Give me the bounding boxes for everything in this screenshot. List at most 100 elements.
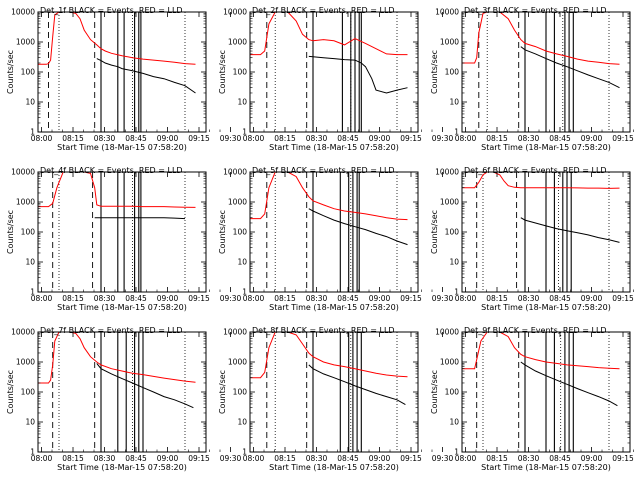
y-tick-label: 100 bbox=[233, 388, 248, 397]
x-tick-label: 08:15 bbox=[486, 134, 508, 143]
lld-series-line bbox=[250, 332, 408, 379]
y-tick-label: 1000 bbox=[228, 358, 247, 367]
x-tick-label: 09:30 bbox=[432, 454, 454, 463]
x-tick-label: 08:15 bbox=[62, 454, 84, 463]
y-tick-label: 10 bbox=[237, 418, 247, 427]
x-tick-label: 09:15 bbox=[400, 134, 422, 143]
y-tick-label: 1000 bbox=[440, 358, 459, 367]
x-tick-label: 09:00 bbox=[581, 454, 603, 463]
chart-panel: 1 10 100 1000 10000 08:00 08:15 08:30 08:45 09:00… bbox=[430, 6, 634, 152]
chart-panel: 1 10 100 1000 10000 08:00 08:15 08:30 08:45 09:00… bbox=[6, 6, 242, 152]
y-tick-label: 10 bbox=[25, 418, 35, 427]
x-axis-label: Start Time (18-Mar-15 07:58:20) bbox=[57, 143, 187, 152]
x-tick-label: 08:30 bbox=[306, 454, 328, 463]
x-tick-label: 08:00 bbox=[31, 134, 53, 143]
y-axis-label: Counts/sec bbox=[6, 50, 15, 94]
events-series-line bbox=[308, 208, 408, 246]
x-tick-label: 09:00 bbox=[157, 134, 179, 143]
x-axis-label: Start Time (18-Mar-15 07:58:20) bbox=[269, 463, 399, 472]
x-tick-label: 08:45 bbox=[337, 134, 359, 143]
x-tick-label: 09:15 bbox=[188, 294, 210, 303]
x-axis-label: Start Time (18-Mar-15 07:58:20) bbox=[481, 463, 611, 472]
panel-title: Det_1f BLACK = Events, RED = LLD bbox=[40, 6, 183, 15]
x-tick-label: 08:15 bbox=[486, 294, 508, 303]
events-series-line bbox=[96, 363, 194, 409]
x-axis-label: Start Time (18-Mar-15 07:58:20) bbox=[269, 143, 399, 152]
events-series-line bbox=[308, 364, 406, 406]
y-tick-label: 10000 bbox=[11, 328, 35, 337]
y-tick-label: 10000 bbox=[11, 8, 35, 17]
lld-series-line bbox=[250, 172, 408, 221]
chart-panel: 1 10 100 1000 10000 08:00 08:15 08:30 08:45 09:00… bbox=[430, 166, 634, 312]
y-tick-label: 1 bbox=[242, 128, 247, 137]
events-series-line bbox=[520, 217, 620, 243]
events-series-line bbox=[520, 361, 618, 407]
panel-title: Det_6f BLACK = Events, RED = LLD bbox=[464, 166, 607, 175]
y-tick-label: 100 bbox=[233, 228, 248, 237]
chart-panel: 1 10 100 1000 10000 08:00 08:15 08:30 08:45 09:00… bbox=[218, 166, 454, 312]
x-tick-label: 09:00 bbox=[369, 454, 391, 463]
x-tick-label: 09:15 bbox=[400, 454, 422, 463]
x-tick-label: 08:15 bbox=[486, 454, 508, 463]
x-axis-label: Start Time (18-Mar-15 07:58:20) bbox=[481, 143, 611, 152]
chart-panel: 1 10 100 1000 10000 08:00 08:15 08:30 08:45 09:00… bbox=[218, 326, 454, 472]
events-series-line bbox=[94, 217, 186, 220]
x-tick-label: 09:15 bbox=[188, 454, 210, 463]
chart-panel: 1 10 100 1000 10000 08:00 08:15 08:30 08:45 09:00… bbox=[6, 166, 242, 312]
panel-title: Det_8f BLACK = Events, RED = LLD bbox=[252, 326, 395, 335]
x-axis-label: Start Time (18-Mar-15 07:58:20) bbox=[481, 303, 611, 312]
x-tick-label: 09:00 bbox=[581, 294, 603, 303]
x-axis-label: Start Time (18-Mar-15 07:58:20) bbox=[269, 303, 399, 312]
y-tick-label: 10000 bbox=[223, 8, 247, 17]
chart-panel: 1 10 100 1000 10000 08:00 08:15 08:30 08:45 09:00… bbox=[430, 326, 634, 472]
x-tick-label: 08:30 bbox=[94, 134, 116, 143]
lld-series-line bbox=[462, 332, 620, 370]
panel-title: Det_5f BLACK = Events, RED = LLD bbox=[252, 166, 395, 175]
y-tick-label: 10000 bbox=[223, 328, 247, 337]
x-tick-label: 09:30 bbox=[432, 134, 454, 143]
y-tick-label: 100 bbox=[445, 388, 460, 397]
y-tick-label: 1 bbox=[454, 288, 459, 297]
y-tick-label: 1000 bbox=[16, 38, 35, 47]
y-tick-label: 1000 bbox=[16, 358, 35, 367]
x-tick-label: 08:45 bbox=[125, 454, 147, 463]
x-tick-label: 08:45 bbox=[337, 454, 359, 463]
x-tick-label: 09:15 bbox=[188, 134, 210, 143]
y-tick-label: 10000 bbox=[11, 168, 35, 177]
y-tick-label: 1 bbox=[454, 448, 459, 457]
y-axis-label: Counts/sec bbox=[430, 210, 439, 254]
y-tick-label: 10 bbox=[449, 98, 459, 107]
x-tick-label: 08:15 bbox=[62, 134, 84, 143]
x-tick-label: 09:00 bbox=[581, 134, 603, 143]
x-tick-label: 08:00 bbox=[455, 294, 477, 303]
x-tick-label: 08:45 bbox=[549, 454, 571, 463]
x-tick-label: 08:30 bbox=[306, 134, 328, 143]
lld-series-line bbox=[462, 172, 620, 189]
y-tick-label: 10 bbox=[449, 258, 459, 267]
x-tick-label: 09:00 bbox=[157, 454, 179, 463]
x-tick-label: 08:15 bbox=[62, 294, 84, 303]
y-tick-label: 100 bbox=[445, 228, 460, 237]
x-tick-label: 08:00 bbox=[455, 454, 477, 463]
x-tick-label: 08:30 bbox=[518, 454, 540, 463]
x-tick-label: 08:00 bbox=[243, 294, 265, 303]
x-tick-label: 09:00 bbox=[369, 134, 391, 143]
x-tick-label: 09:15 bbox=[612, 294, 634, 303]
x-tick-label: 09:15 bbox=[612, 134, 634, 143]
panel-title: Det_4f BLACK = Events, RED = LLD bbox=[40, 166, 183, 175]
lld-series-line bbox=[250, 12, 408, 56]
x-tick-label: 08:00 bbox=[455, 134, 477, 143]
events-series-line bbox=[308, 55, 408, 94]
y-axis-label: Counts/sec bbox=[218, 50, 227, 94]
y-tick-label: 10000 bbox=[435, 168, 459, 177]
y-tick-label: 1 bbox=[30, 288, 35, 297]
x-tick-label: 08:30 bbox=[94, 294, 116, 303]
x-tick-label: 08:15 bbox=[274, 134, 296, 143]
x-tick-label: 08:45 bbox=[549, 294, 571, 303]
events-series-line bbox=[96, 58, 196, 94]
y-tick-label: 10000 bbox=[223, 168, 247, 177]
x-tick-label: 08:30 bbox=[518, 294, 540, 303]
x-tick-label: 08:30 bbox=[94, 454, 116, 463]
y-axis-label: Counts/sec bbox=[430, 50, 439, 94]
